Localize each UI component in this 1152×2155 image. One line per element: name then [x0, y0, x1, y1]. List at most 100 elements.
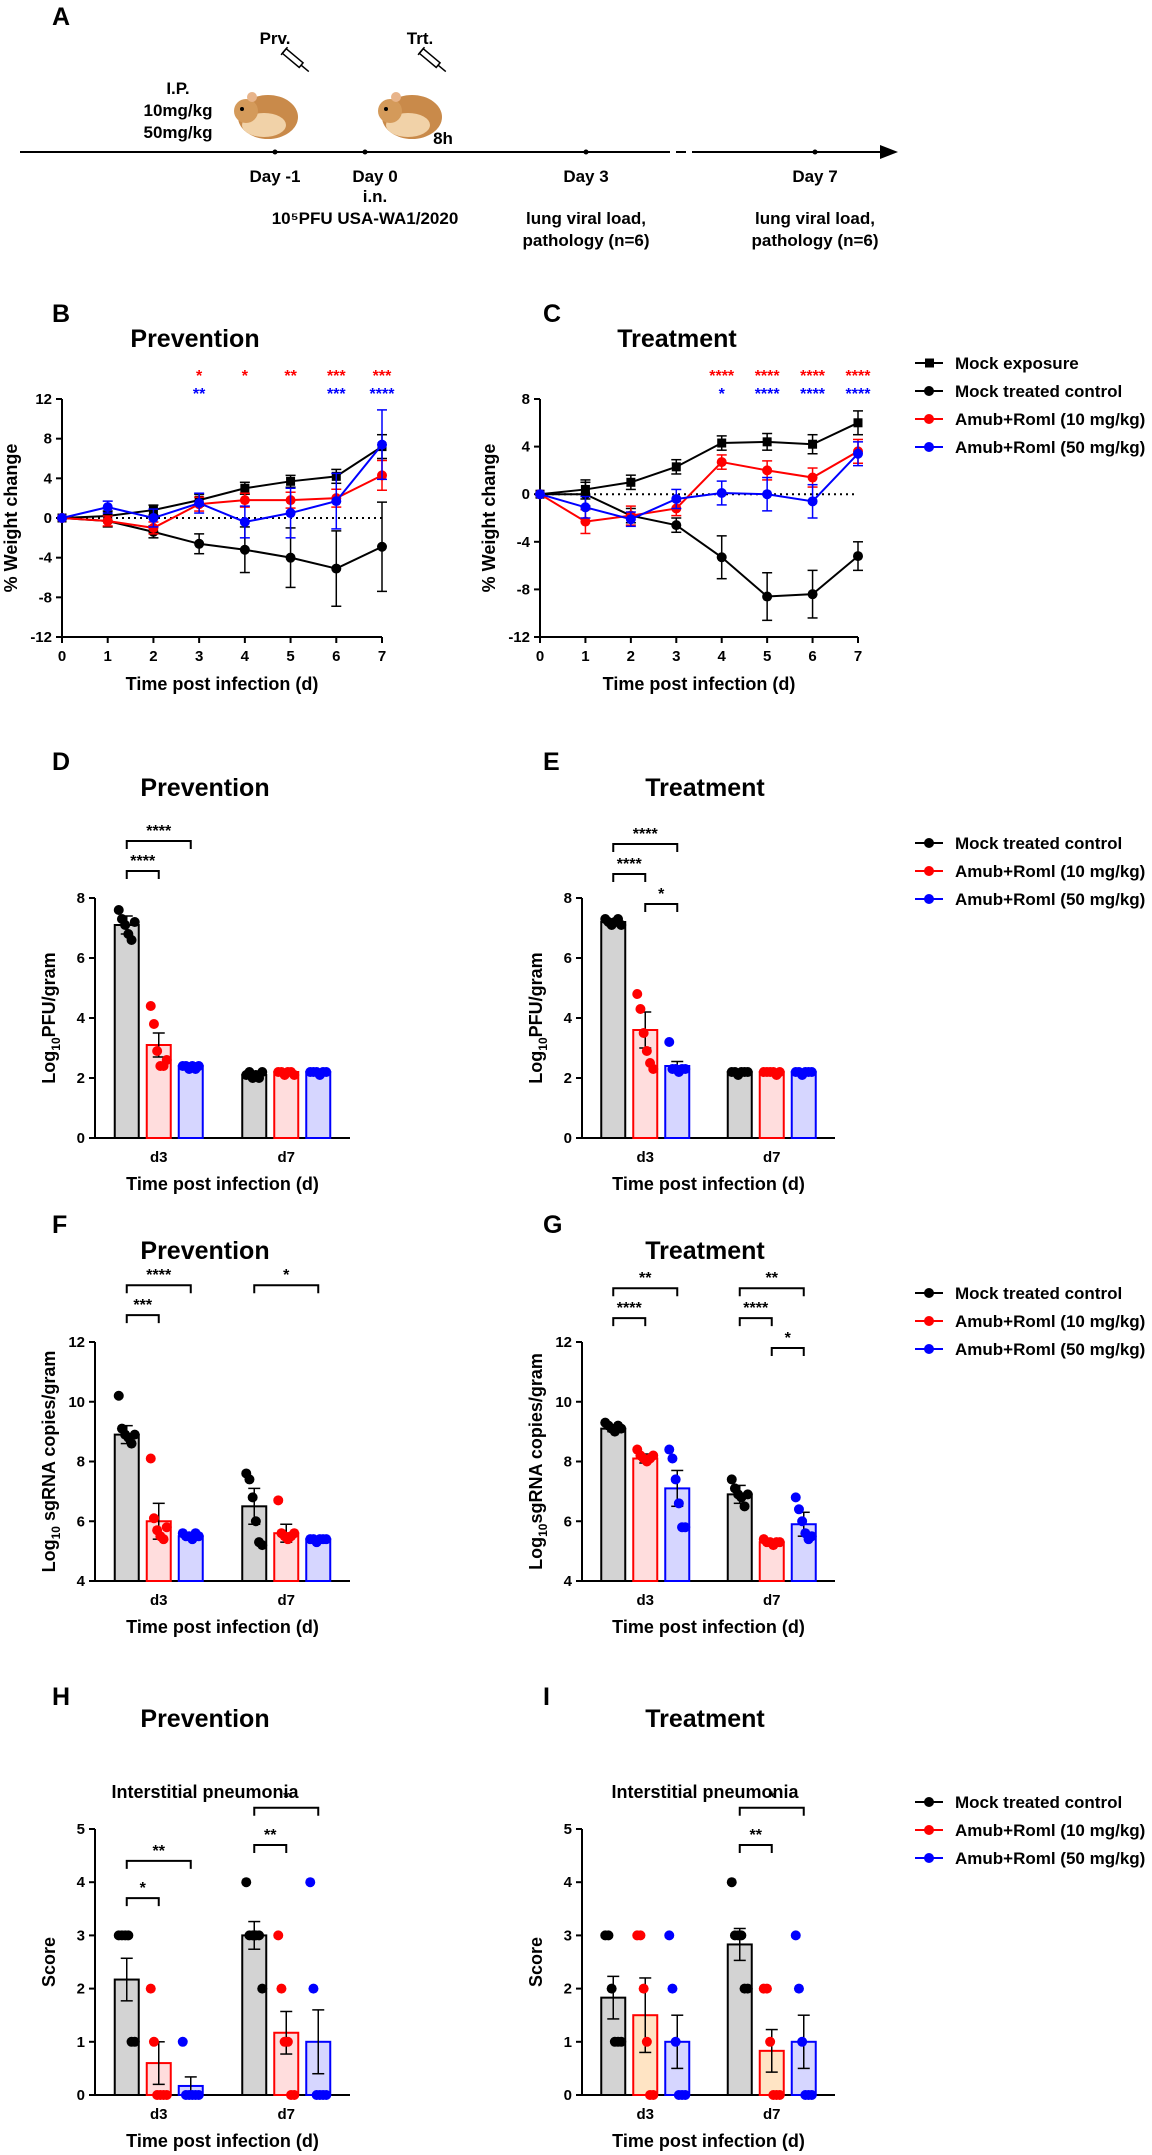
- y-axis-label: Log10PFU/gram: [526, 952, 550, 1083]
- y-tick-label: 8: [564, 1454, 572, 1471]
- significance-bracket: [253, 1806, 320, 1816]
- legend-label: Amub+Roml (10 mg/kg): [955, 862, 1145, 881]
- data-point: [102, 502, 113, 513]
- x-tick-label: d7: [763, 2106, 781, 2123]
- x-axis-label: Time post infection (d): [612, 1174, 805, 1194]
- y-tick-label: 10: [555, 1394, 572, 1411]
- y-tick-label: 2: [564, 1070, 572, 1087]
- significance-star: **: [264, 1827, 277, 1844]
- data-point: [273, 1930, 284, 1941]
- tick-day0: [362, 149, 368, 155]
- legend-marker: [924, 414, 934, 424]
- y-tick-label: 8: [564, 890, 572, 907]
- inoculum-label: 10⁵PFU USA-WA1/2020: [272, 209, 459, 228]
- data-point: [161, 1055, 172, 1065]
- legend-marker: [924, 1288, 934, 1298]
- y-tick-label: 5: [77, 1821, 85, 1838]
- y-tick-label: 0: [522, 486, 530, 503]
- data-point: [129, 1429, 140, 1440]
- data-point: [680, 1064, 691, 1074]
- panel-label-a: A: [52, 3, 70, 31]
- trt-label: Trt.: [407, 29, 433, 48]
- data-point: [853, 418, 863, 428]
- data-point: [762, 591, 773, 602]
- significance-star: ****: [800, 386, 826, 403]
- data-point: [285, 552, 296, 563]
- y-tick-label: 3: [564, 1927, 572, 1944]
- bar: [726, 1943, 753, 2096]
- significance-star: ***: [327, 386, 346, 403]
- y-tick-label: -8: [517, 581, 530, 598]
- y-tick-label: 2: [564, 1981, 572, 1998]
- data-point: [129, 2036, 140, 2047]
- data-point: [641, 1046, 652, 1056]
- data-point: [377, 439, 387, 450]
- y-tick-label: 8: [44, 431, 52, 448]
- significance-star: ****: [617, 1300, 643, 1317]
- bar: [113, 924, 140, 1139]
- y-tick-label: 0: [564, 2087, 572, 2104]
- legend-label: Amub+Roml (50 mg/kg): [955, 438, 1145, 457]
- legend-marker: [924, 1853, 934, 1863]
- panel-label-b: B: [52, 300, 70, 328]
- data-point: [806, 2090, 817, 2100]
- significance-star: **: [639, 1270, 652, 1287]
- y-tick-label: 6: [77, 1513, 85, 1530]
- timeline-arrowhead: [880, 145, 898, 159]
- data-point: [305, 1877, 316, 1888]
- series-line: [539, 453, 859, 521]
- ip-label: I.P.: [166, 79, 189, 98]
- bar: [758, 1071, 785, 1139]
- significance-bracket: [612, 1287, 679, 1297]
- data-point: [194, 538, 205, 549]
- significance-bracket: [738, 1317, 773, 1327]
- significance-star: ****: [130, 853, 156, 870]
- data-point: [120, 920, 131, 930]
- panel-label-e: E: [543, 748, 560, 776]
- y-tick-label: 4: [564, 1874, 573, 1891]
- data-point: [161, 2090, 172, 2100]
- data-point: [289, 1070, 300, 1080]
- prv-label: Prv.: [260, 29, 291, 48]
- data-point: [726, 1877, 737, 1888]
- significance-bracket: [612, 1317, 647, 1327]
- panel-label-d: D: [52, 748, 70, 776]
- legend-marker: [924, 1316, 934, 1326]
- panel-a-timeline: A I.P. 10mg/kg 50mg/kg Prv. Trt. 8h: [20, 3, 898, 250]
- y-tick-label: 4: [77, 1573, 86, 1590]
- significance-bracket: [770, 1346, 805, 1356]
- significance-star: **: [766, 1270, 779, 1287]
- significance-star: ****: [743, 1300, 769, 1317]
- x-tick-label: 6: [808, 648, 816, 665]
- day0-label: Day 0: [352, 167, 397, 186]
- y-tick-label: 1: [77, 2034, 85, 2051]
- chart-title: Treatment: [645, 774, 765, 802]
- significance-star: ****: [846, 368, 872, 385]
- data-point: [797, 1516, 808, 1527]
- chart-score-prevention: Prevention Interstitial pneumonia 0 1 2 3 4 5 Sc…: [39, 1705, 350, 2151]
- data-point: [331, 563, 342, 574]
- data-point: [853, 448, 863, 459]
- data-point: [717, 438, 727, 448]
- y-tick-label: 8: [77, 890, 85, 907]
- y-axis-label: Score: [526, 1937, 546, 1987]
- data-point: [321, 2090, 332, 2100]
- y-tick-label: 4: [564, 1573, 573, 1590]
- data-point: [806, 1067, 817, 1077]
- data-point: [808, 439, 818, 449]
- x-axis-label: Time post infection (d): [126, 674, 319, 694]
- x-axis-label: Time post infection (d): [603, 674, 796, 694]
- data-point: [282, 2036, 293, 2047]
- tick-day7: [812, 149, 818, 155]
- data-point: [648, 2090, 659, 2100]
- y-tick-label: 8: [522, 391, 530, 408]
- data-point: [793, 1504, 804, 1515]
- series-line: [539, 421, 859, 496]
- panel-label-c: C: [543, 300, 561, 328]
- y-tick-label: 0: [44, 510, 52, 527]
- y-axis-label: Log10PFU/gram: [39, 952, 63, 1083]
- chart-title: Treatment: [645, 1705, 765, 1733]
- x-tick-label: 3: [195, 648, 203, 665]
- x-tick-label: d7: [763, 1149, 781, 1166]
